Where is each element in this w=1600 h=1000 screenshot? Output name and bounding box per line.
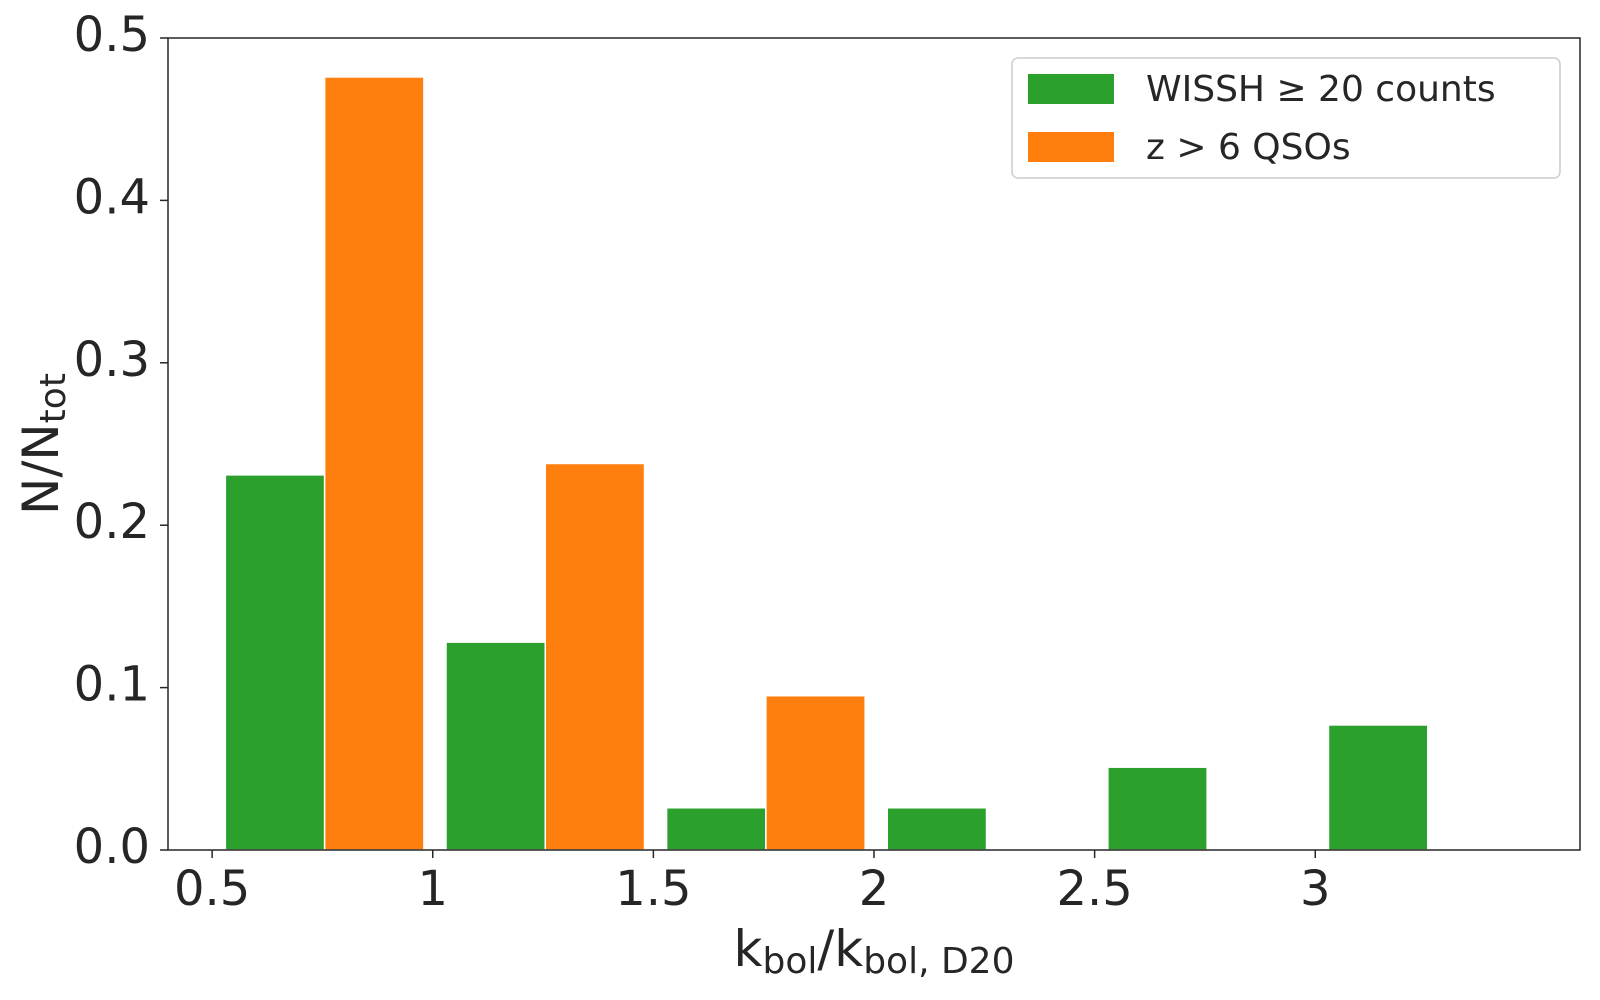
x-axis-label-part: /k [817, 920, 863, 978]
x-tick-label: 1 [417, 861, 448, 917]
y-axis-label-part: tot [33, 373, 74, 423]
bar [665, 807, 767, 851]
y-tick-label: 0.1 [74, 657, 150, 713]
x-tick-label: 1.5 [615, 861, 691, 917]
legend-swatch [1028, 74, 1114, 104]
bar [886, 807, 988, 851]
y-tick-label: 0.0 [74, 819, 150, 875]
x-axis-label-part: bol, D20 [863, 941, 1014, 982]
legend-label: z > 6 QSOs [1146, 127, 1351, 168]
bar [765, 694, 866, 851]
y-tick-label: 0.4 [74, 169, 150, 225]
x-axis-label-part: bol [762, 941, 817, 982]
bar [544, 462, 646, 851]
bar [445, 641, 547, 851]
bar [224, 474, 326, 851]
bar [323, 76, 425, 851]
x-axis-label: kbol/kbol, D20 [734, 920, 1015, 982]
y-axis-label-part: N/N [12, 423, 70, 515]
y-tick-label: 0.3 [74, 332, 150, 388]
legend-swatch [1028, 132, 1114, 162]
x-tick-label: 0.5 [174, 861, 250, 917]
bar [1107, 766, 1208, 851]
x-tick-label: 2.5 [1056, 861, 1132, 917]
y-tick-label: 0.2 [74, 494, 150, 550]
y-tick-label: 0.5 [74, 7, 150, 63]
bar [1327, 724, 1429, 851]
x-tick-label: 3 [1300, 861, 1331, 917]
x-axis-label-part: k [734, 920, 763, 978]
legend-box [1011, 57, 1561, 179]
y-axis-label: N/Ntot [12, 373, 74, 515]
x-tick-label: 2 [859, 861, 890, 917]
legend-label: WISSH ≥ 20 counts [1146, 69, 1496, 110]
